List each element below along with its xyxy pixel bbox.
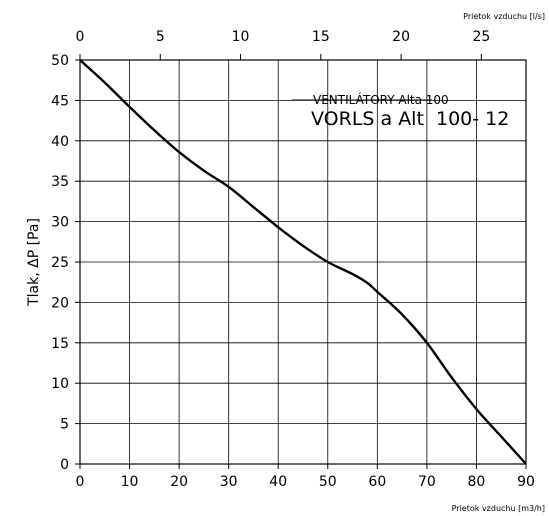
y-tick-label: 45 xyxy=(51,93,69,109)
series-line xyxy=(79,59,527,465)
y-tick-label: 25 xyxy=(51,255,69,271)
y-axis-label: Tlak, ΔP [Pa] xyxy=(26,218,42,307)
y-tick-label: 40 xyxy=(51,134,69,150)
y-tick-label: 15 xyxy=(51,336,69,352)
y-tick-label: 10 xyxy=(51,376,69,392)
y-tick-label: 0 xyxy=(60,457,69,473)
x-tick-label: 80 xyxy=(468,474,486,490)
plot-frame xyxy=(79,59,527,465)
x-axis-ticks: 0 10 20 30 40 50 60 70 80 90 xyxy=(76,464,535,490)
top-tick-label: 10 xyxy=(232,29,250,45)
x-tick-label: 90 xyxy=(517,474,535,490)
top-tick-label: 5 xyxy=(156,29,165,45)
top-tick-label: 15 xyxy=(312,29,330,45)
x-tick-label: 40 xyxy=(269,474,287,490)
top-axis-ticks: 0 5 10 15 20 25 xyxy=(76,29,490,60)
y-axis-ticks: 0 5 10 15 20 25 30 35 40 45 50 xyxy=(51,53,80,473)
y-tick-label: 20 xyxy=(51,295,69,311)
x-tick-label: 10 xyxy=(121,474,139,490)
x-tick-label: 60 xyxy=(368,474,386,490)
annotation-line-2: VORLS a Alt 100- 12 xyxy=(311,108,509,130)
x-tick-label: 0 xyxy=(76,474,85,490)
y-tick-label: 30 xyxy=(51,215,69,231)
top-axis-label: Prietok vzduchu [l/s] xyxy=(463,12,545,21)
series-layer xyxy=(79,59,527,465)
x-tick-label: 30 xyxy=(220,474,238,490)
y-tick-label: 35 xyxy=(51,174,69,190)
x-tick-label: 70 xyxy=(418,474,436,490)
x-tick-label: 20 xyxy=(170,474,188,490)
y-tick-label: 5 xyxy=(60,417,69,433)
x-axis-label: Prietok vzduchu [m3/h] xyxy=(452,504,545,513)
y-tick-label: 50 xyxy=(51,53,69,69)
top-tick-label: 25 xyxy=(472,29,490,45)
top-tick-label: 0 xyxy=(76,29,85,45)
annotation-line-1: VENTILÁTORY Alta 100 xyxy=(313,92,449,107)
x-tick-label: 50 xyxy=(319,474,337,490)
top-tick-label: 20 xyxy=(392,29,410,45)
